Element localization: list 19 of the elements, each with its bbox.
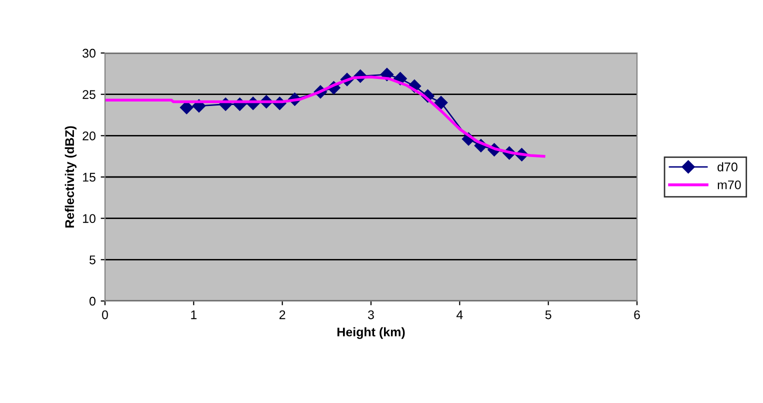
y-tick-label: 10 — [83, 214, 96, 223]
x-tick-label: 0 — [102, 310, 108, 320]
y-tick-label: 5 — [90, 256, 96, 264]
x-tick-label: 6 — [634, 310, 640, 320]
y-tick-label: 25 — [82, 90, 96, 99]
y-tick-label: 15 — [83, 172, 96, 182]
x-tick-label: 5 — [545, 310, 552, 320]
y-axis-title: Reflectivity (dBZ) — [64, 126, 77, 228]
legend-label: m70 — [718, 180, 741, 190]
y-tick-label: 0 — [90, 296, 96, 306]
x-tick-label: 3 — [368, 310, 374, 320]
point — [434, 96, 448, 110]
legend-label: d70 — [718, 162, 738, 172]
y-tick-label: 30 — [82, 48, 96, 58]
x-tick-label: 4 — [456, 310, 463, 320]
x-tick-label: 1 — [191, 310, 197, 320]
x-tick-label: 2 — [279, 310, 286, 320]
y-tick-label: 20 — [82, 131, 96, 140]
x-axis-title: Height (km) — [337, 327, 405, 339]
